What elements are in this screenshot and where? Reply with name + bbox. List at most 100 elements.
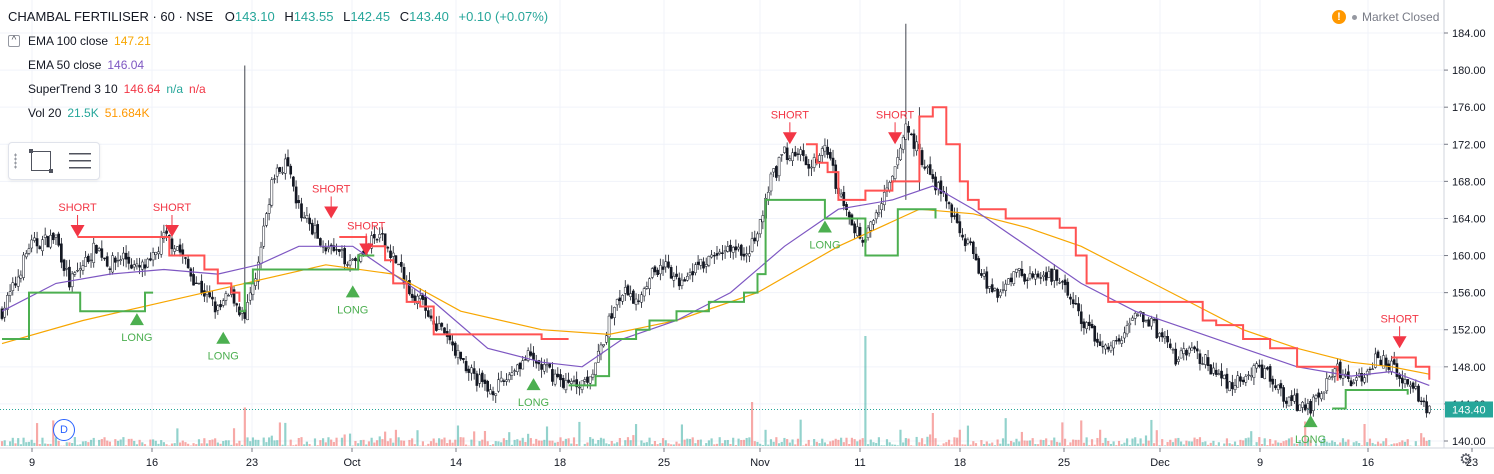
object-list-icon[interactable] bbox=[69, 153, 91, 169]
alert-icon[interactable]: ! bbox=[1332, 10, 1346, 24]
volume-bar bbox=[451, 442, 454, 446]
volume-bar bbox=[1107, 440, 1110, 446]
volume-bar bbox=[1039, 439, 1042, 446]
candle-body bbox=[1187, 347, 1191, 354]
open-value: 143.10 bbox=[234, 9, 275, 24]
collapse-icon[interactable]: ^ bbox=[8, 35, 20, 47]
candle-body bbox=[378, 234, 382, 239]
indicator-supertrend[interactable]: SuperTrend 3 10 146.64 n/a n/a bbox=[8, 81, 554, 97]
volume-bar bbox=[268, 437, 271, 446]
candle-body bbox=[632, 290, 635, 304]
volume-bar bbox=[1012, 442, 1015, 446]
candle-body bbox=[410, 293, 414, 298]
volume-bar bbox=[133, 440, 136, 446]
volume-bar bbox=[332, 442, 335, 446]
volume-bar bbox=[1179, 441, 1183, 446]
candle-body bbox=[726, 246, 730, 252]
volume-bar bbox=[1169, 439, 1172, 446]
candle-body bbox=[977, 258, 981, 274]
time-tick-label: Dec bbox=[1150, 457, 1170, 469]
indicator-ema50[interactable]: EMA 50 close 146.04 bbox=[8, 57, 554, 73]
volume-bar bbox=[634, 424, 638, 446]
candle-body bbox=[200, 280, 203, 293]
candle-body bbox=[143, 264, 147, 269]
volume-bar bbox=[1406, 439, 1409, 446]
price-tick-label: 184.00 bbox=[1452, 28, 1486, 40]
candle-body bbox=[130, 264, 133, 269]
candle-body bbox=[194, 282, 198, 284]
candle-body bbox=[642, 288, 646, 297]
volume-bar bbox=[1204, 441, 1207, 446]
drag-handle-icon[interactable] bbox=[14, 153, 17, 169]
volume-bar bbox=[1244, 438, 1247, 446]
candle-body bbox=[1096, 338, 1099, 343]
indicator-volume[interactable]: Vol 20 21.5K 51.684K bbox=[8, 105, 554, 121]
volume-bar bbox=[187, 443, 190, 446]
candle-body bbox=[1088, 321, 1091, 327]
close-value: 143.40 bbox=[409, 9, 449, 24]
candle-body bbox=[623, 287, 627, 294]
volume-bar bbox=[769, 439, 773, 446]
candle-body bbox=[516, 364, 519, 372]
volume-bar bbox=[1379, 443, 1382, 446]
volume-bar bbox=[656, 444, 659, 446]
candle-body bbox=[1133, 312, 1137, 319]
volume-bar bbox=[686, 438, 689, 446]
volume-bar bbox=[597, 440, 600, 446]
volume-bar bbox=[432, 438, 435, 446]
volume-bar bbox=[257, 439, 260, 446]
candle-body bbox=[1155, 318, 1159, 339]
volume-bar bbox=[149, 439, 152, 446]
candle-body bbox=[1400, 377, 1404, 384]
volume-bar bbox=[1077, 439, 1080, 446]
volume-bar bbox=[143, 444, 147, 446]
candle-body bbox=[737, 246, 740, 250]
candle-body bbox=[154, 251, 158, 255]
candle-body bbox=[426, 310, 430, 317]
volume-bar bbox=[270, 435, 273, 446]
candle-body bbox=[1071, 299, 1075, 305]
volume-bar bbox=[265, 442, 268, 446]
volume-bar bbox=[694, 443, 697, 446]
candle-body bbox=[1333, 368, 1337, 377]
candle-body bbox=[664, 261, 668, 268]
candle-body bbox=[1374, 353, 1377, 368]
volume-bar bbox=[740, 440, 743, 446]
volume-bar bbox=[130, 438, 133, 446]
candle-body bbox=[424, 296, 427, 311]
volume-bar bbox=[508, 432, 511, 446]
volume-bar bbox=[1223, 443, 1226, 446]
volume-bar bbox=[775, 437, 778, 446]
candle-body bbox=[985, 271, 989, 289]
volume-bar bbox=[219, 443, 222, 446]
volume-bar bbox=[462, 437, 465, 446]
volume-bar bbox=[122, 437, 125, 446]
rectangle-tool-icon[interactable] bbox=[29, 149, 53, 173]
volume-bar bbox=[238, 440, 241, 446]
candle-body bbox=[1233, 385, 1237, 390]
volume-bar bbox=[626, 437, 630, 446]
candle-body bbox=[694, 264, 697, 274]
short-label: SHORT bbox=[58, 202, 97, 214]
indicator-ema100[interactable]: ^ EMA 100 close 147.21 bbox=[8, 33, 554, 49]
candle-body bbox=[699, 258, 703, 266]
volume-bar bbox=[375, 440, 379, 446]
volume-bar bbox=[1023, 440, 1026, 446]
time-tick-label: 23 bbox=[246, 457, 258, 469]
symbol-title[interactable]: CHAMBAL FERTILISER · 60 · NSE bbox=[8, 9, 214, 24]
volume-bar bbox=[413, 444, 416, 446]
candle-body bbox=[192, 274, 195, 286]
candle-body bbox=[1128, 322, 1132, 326]
volume-bar bbox=[1053, 437, 1056, 446]
volume-bar bbox=[915, 436, 918, 446]
ema100-line bbox=[1, 208, 1430, 375]
candle-body bbox=[748, 253, 751, 257]
gear-icon[interactable]: ⚙ bbox=[1459, 451, 1473, 468]
volume-bar bbox=[591, 438, 594, 446]
volume-bar bbox=[575, 444, 578, 446]
volume-bar bbox=[842, 442, 845, 446]
dividend-badge[interactable]: D bbox=[53, 419, 75, 441]
volume-bar bbox=[9, 441, 12, 446]
volume-bar bbox=[554, 442, 557, 446]
